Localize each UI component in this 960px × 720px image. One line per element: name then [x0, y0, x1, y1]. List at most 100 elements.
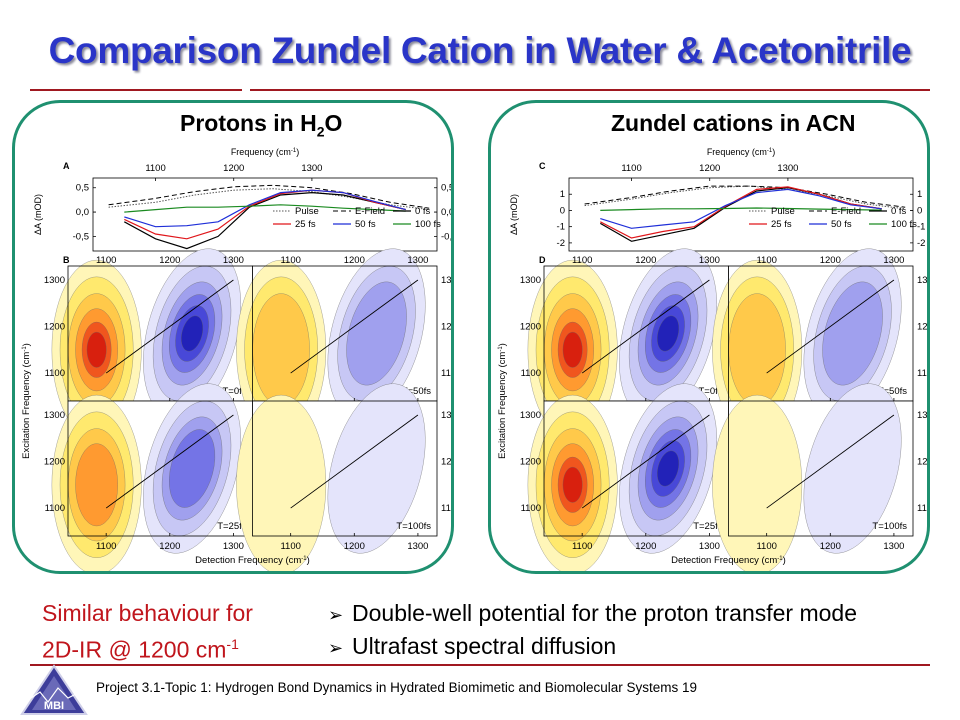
top-x-axis-label: Frequency (cm-1) — [231, 147, 299, 157]
title-rule-left — [30, 89, 242, 91]
top-y-tick-label: 0,0 — [76, 207, 89, 218]
map-contour-positive — [562, 466, 583, 503]
map-diagonal — [766, 414, 895, 509]
bullet-list: ➢ Double-well potential for the proton tr… — [328, 598, 857, 664]
series-line-0-fs — [124, 191, 406, 250]
map-top-x-tick-label: 1200 — [159, 255, 180, 266]
map-contour-positive — [562, 331, 583, 368]
map-x-tick-label: 1100 — [280, 541, 300, 552]
water-panel-title: Protons in H2O — [180, 110, 343, 140]
legend-label: 50 fs — [831, 219, 852, 230]
top-x-axis-label-part: ) — [296, 147, 299, 157]
top-panel-label: A — [63, 161, 70, 171]
top-y-axis-label: ΔA (mOD) — [509, 194, 519, 235]
top-x-axis-label-part: Frequency (cm — [707, 147, 767, 157]
map-y-tick-label-right: 1200 — [441, 322, 454, 333]
map-y-tick-label: 1200 — [44, 457, 65, 468]
map-x-tick-label: 1200 — [159, 541, 180, 552]
map-y-tick-label: 1300 — [44, 275, 65, 286]
map-top-x-tick-label: 1300 — [883, 255, 904, 266]
legend-label: E-Field — [355, 206, 385, 217]
series-line-e-field — [108, 184, 430, 209]
map-panel-label: B — [63, 255, 70, 265]
map-contour-positive — [712, 394, 803, 571]
top-x-tick-label: 1200 — [699, 163, 720, 174]
similar-behaviour-note: Similar behaviour for 2D-IR @ 1200 cm-1 — [42, 600, 253, 663]
map-x-tick-label: 1300 — [407, 541, 428, 552]
map-x-axis-label-part: -1 — [777, 556, 783, 562]
top-y-tick-label-right: 0,5 — [441, 183, 454, 194]
map-x-axis-label: Detection Frequency (cm-1) — [195, 555, 310, 566]
top-x-axis-label: Frequency (cm-1) — [707, 147, 775, 157]
map-y-tick-label-right: 1200 — [441, 457, 454, 468]
top-plot-frame — [92, 177, 438, 252]
map-y-tick-label-right: 1300 — [917, 275, 930, 286]
top-y-tick-label: -0,5 — [73, 231, 89, 242]
series-line-25-fs — [600, 186, 882, 239]
map-y-axis-label: Excitation Frequency (cm-1) — [21, 343, 32, 459]
map-contour-negative — [181, 315, 204, 352]
map-y-tick-label: 1100 — [45, 368, 65, 379]
map-y-axis-label: Excitation Frequency (cm-1) — [497, 343, 508, 459]
map-y-axis-label-part: Excitation Frequency (cm — [21, 352, 32, 459]
arrow-bullet-icon: ➢ — [328, 605, 344, 625]
map-delay-label: T=100fs — [396, 521, 431, 532]
mbi-logo-text: MBI — [44, 700, 64, 712]
map-contour-positive — [728, 293, 786, 407]
map-contour-positive — [86, 331, 107, 368]
map-x-tick-label: 1300 — [883, 541, 904, 552]
top-plot-frame — [568, 177, 914, 252]
map-x-axis-label-part: ) — [783, 555, 786, 566]
top-y-tick-label-right: -2 — [917, 238, 925, 249]
map-delay-label: T=50fs — [402, 386, 432, 397]
map-y-tick-label: 1200 — [520, 457, 541, 468]
acn-panel-title: Zundel cations in ACN — [611, 110, 856, 136]
map-top-x-tick-label: 1100 — [756, 255, 776, 266]
map-y-tick-label: 1200 — [44, 322, 65, 333]
slide-title: Comparison Zundel Cation in Water & Acet… — [48, 30, 912, 71]
series-line-100-fs — [124, 204, 406, 213]
top-y-tick-label: 0 — [560, 205, 565, 216]
map-y-tick-label: 1300 — [520, 410, 541, 421]
series-line-e-field — [584, 185, 906, 208]
map-delay-label: T=25fs — [217, 521, 247, 532]
legend-label: 0 fs — [415, 206, 431, 217]
map-y-tick-label-right: 1300 — [917, 410, 930, 421]
map-contour-positive — [252, 293, 310, 407]
top-x-tick-label: 1300 — [777, 163, 798, 174]
map-delay-label: T=50fs — [878, 386, 908, 397]
map-y-axis-label-part: -1 — [22, 346, 28, 352]
map-top-x-tick-label: 1100 — [572, 255, 592, 266]
map-x-axis-label-part: -1 — [301, 556, 307, 562]
map-top-x-tick-label: 1200 — [820, 255, 841, 266]
map-diagonal — [766, 279, 895, 374]
mbi-logo: MBI — [20, 664, 88, 715]
series-line-50-fs — [124, 189, 406, 228]
top-y-tick-label: 1 — [560, 189, 565, 200]
map-contour-positive — [236, 394, 327, 571]
legend-label: Pulse — [295, 206, 319, 217]
legend-label: 25 fs — [295, 219, 316, 230]
top-x-axis-label-part: Frequency (cm — [231, 147, 291, 157]
map-x-axis-label: Detection Frequency (cm-1) — [671, 555, 786, 566]
footer-text: Project 3.1-Topic 1: Hydrogen Bond Dynam… — [96, 680, 698, 695]
top-y-tick-label-right: 1 — [917, 189, 922, 200]
map-diagonal — [105, 414, 234, 509]
map-top-x-tick-label: 1200 — [344, 255, 365, 266]
map-contour-negative — [346, 281, 407, 386]
series-line-pulse — [584, 185, 906, 210]
map-delay-label: T=25fs — [693, 521, 723, 532]
map-contour-negative — [327, 383, 426, 554]
map-y-tick-label: 1100 — [521, 368, 541, 379]
top-x-tick-label: 1300 — [301, 163, 322, 174]
map-y-axis-label-part: ) — [497, 343, 508, 346]
map-y-tick-label-right: 1100 — [441, 503, 454, 514]
legend-label: 0 fs — [891, 206, 907, 217]
top-panel-label: C — [539, 161, 546, 171]
map-x-tick-label: 1200 — [344, 541, 365, 552]
map-top-x-tick-label: 1300 — [223, 255, 244, 266]
top-x-axis-label-part: -1 — [291, 148, 297, 154]
map-x-axis-label-part: Detection Frequency (cm — [671, 555, 777, 566]
